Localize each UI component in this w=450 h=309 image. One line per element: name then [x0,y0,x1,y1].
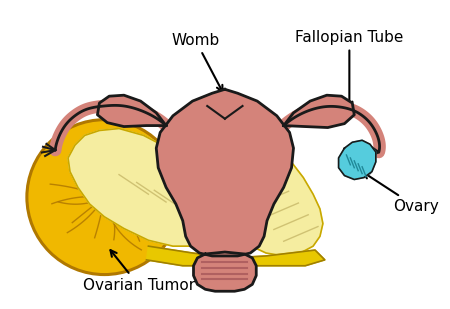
Polygon shape [68,129,217,246]
Ellipse shape [27,120,182,275]
Text: Ovary: Ovary [364,172,439,214]
Polygon shape [229,148,323,256]
Polygon shape [146,246,325,266]
Text: Fallopian Tube: Fallopian Tube [295,30,404,108]
Text: Ovarian Tumor: Ovarian Tumor [82,250,195,293]
Text: Womb: Womb [171,33,222,92]
Polygon shape [156,89,293,256]
Polygon shape [194,252,256,291]
Polygon shape [338,140,376,180]
Polygon shape [98,95,166,127]
Polygon shape [284,95,354,128]
